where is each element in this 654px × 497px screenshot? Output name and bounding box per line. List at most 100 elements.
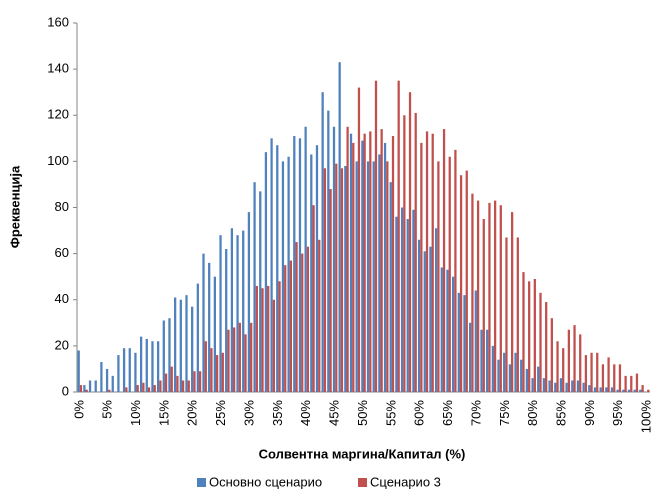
bar	[618, 364, 622, 392]
bar	[293, 136, 296, 392]
bar	[579, 334, 582, 392]
x-axis-title: Солвентна маргина/Капитал (%)	[259, 446, 466, 461]
bar	[525, 368, 529, 392]
bar	[633, 389, 636, 392]
bar	[554, 382, 557, 392]
bar	[403, 115, 406, 392]
bar	[588, 385, 591, 392]
y-tick-label: 40	[55, 291, 69, 306]
bar	[83, 385, 86, 392]
bar	[383, 142, 387, 392]
bar	[329, 189, 332, 392]
bar	[380, 129, 383, 392]
bar	[332, 126, 336, 392]
y-tick-label: 160	[47, 14, 69, 29]
bar	[647, 389, 650, 392]
bar	[537, 366, 540, 392]
bar	[247, 212, 251, 392]
x-tick-label: 60%	[412, 400, 427, 426]
bar	[147, 387, 151, 392]
x-tick-label: 65%	[440, 400, 455, 426]
bar	[622, 389, 625, 392]
bar	[236, 235, 239, 392]
bar	[378, 154, 381, 392]
bar	[193, 371, 196, 392]
bar	[191, 306, 194, 392]
bar	[361, 140, 364, 392]
bar	[185, 295, 188, 392]
bar	[369, 131, 372, 393]
bar	[400, 207, 404, 392]
bar	[503, 352, 506, 392]
x-tick-label: 35%	[270, 400, 285, 426]
legend-swatch	[358, 478, 367, 487]
bar	[386, 161, 389, 392]
bar	[117, 355, 120, 392]
bar	[77, 350, 80, 392]
bar	[289, 260, 293, 392]
bar	[221, 352, 224, 392]
bar	[571, 380, 574, 392]
bar	[179, 299, 182, 392]
bar	[429, 246, 432, 392]
x-tick-label: 70%	[468, 400, 483, 426]
bar	[488, 202, 491, 392]
bar	[156, 341, 160, 392]
bar	[196, 283, 199, 392]
bar	[94, 380, 97, 392]
bar	[272, 299, 275, 392]
x-tick-label: 45%	[327, 400, 342, 426]
bar	[397, 80, 400, 392]
bar	[327, 110, 330, 392]
bar	[233, 327, 236, 392]
bar	[420, 142, 423, 392]
bar	[323, 168, 327, 392]
x-tick-label: 50%	[355, 400, 370, 426]
bar	[88, 380, 92, 392]
bar	[406, 219, 409, 392]
bar	[442, 129, 446, 392]
x-tick-label: 55%	[383, 400, 398, 426]
bar	[423, 251, 426, 392]
x-tick-label: 90%	[582, 400, 597, 426]
bar	[630, 375, 633, 392]
bar	[522, 272, 525, 392]
bar	[176, 375, 179, 392]
bar	[128, 348, 131, 392]
bar	[395, 216, 398, 392]
bar	[238, 322, 241, 392]
bar	[310, 154, 313, 392]
x-tick-label: 80%	[525, 400, 540, 426]
bar	[242, 230, 245, 392]
bar	[567, 329, 571, 392]
bar	[559, 378, 563, 392]
bar	[499, 205, 502, 392]
bar	[562, 348, 565, 392]
bar	[505, 237, 508, 392]
bar	[486, 329, 489, 392]
bar	[516, 237, 519, 392]
bar	[125, 387, 128, 392]
bar	[181, 380, 185, 392]
bar	[446, 269, 449, 392]
bar	[318, 239, 321, 392]
bar	[593, 387, 597, 392]
bar	[389, 182, 392, 392]
bar	[363, 133, 366, 392]
bar	[550, 318, 553, 392]
bar	[264, 152, 268, 392]
bar	[459, 175, 463, 392]
bar	[301, 253, 304, 392]
x-tick-label: 100%	[639, 400, 654, 434]
x-tick-label: 5%	[100, 400, 115, 419]
bar	[610, 387, 614, 392]
bar	[573, 325, 576, 392]
y-tick-label: 80	[55, 199, 69, 214]
bar	[255, 285, 258, 392]
bar	[607, 357, 610, 392]
bar	[533, 278, 536, 392]
bar	[425, 131, 429, 393]
bar	[596, 352, 599, 392]
x-tick-label: 0%	[71, 400, 86, 419]
